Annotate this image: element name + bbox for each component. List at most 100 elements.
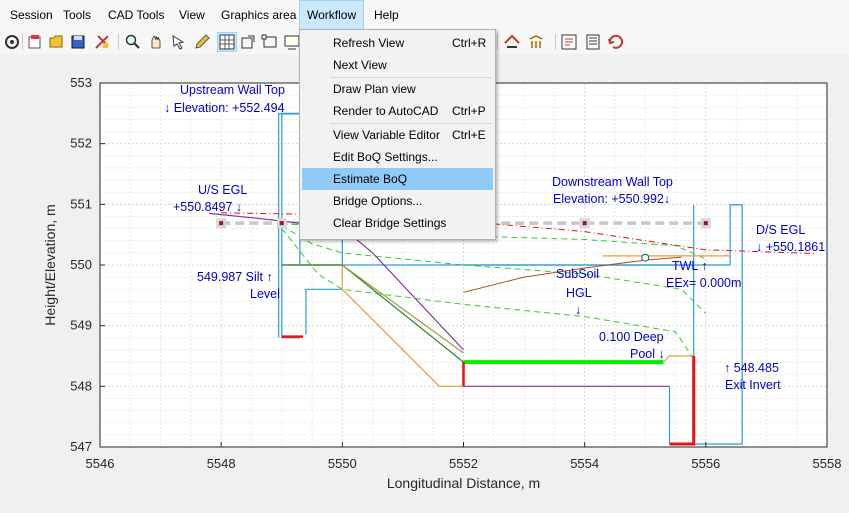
menu-item-label: Next View [333, 58, 387, 72]
x-tick-label: 5558 [813, 456, 842, 471]
settings-icon[interactable] [3, 33, 21, 51]
egl-marker [219, 221, 224, 226]
annotation-exit-invert-2: Exit Invert [725, 378, 781, 392]
menu-item-shortcut: Ctrl+R [452, 36, 487, 50]
menu-item-view-variable-editor[interactable]: View Variable Editor Ctrl+E [302, 124, 493, 146]
annotation-downstream-wall-elev: Elevation: +550.992↓ [553, 192, 670, 206]
x-tick-label: 5550 [328, 456, 357, 471]
annotation-twl-2: EEx= 0.000m [666, 276, 741, 290]
annotation-ds-egl: D/S EGL [756, 223, 805, 237]
annotation-downstream-wall-top: Downstream Wall Top [552, 175, 673, 189]
toolbar-separator [555, 34, 556, 50]
menu-item-label: Clear Bridge Settings [333, 216, 447, 230]
annotation-upstream-wall-elev: ↓ Elevation: +552.494 [164, 101, 285, 115]
annotation-upstream-wall-top: Upstream Wall Top [180, 83, 285, 97]
menu-item-shortcut: Ctrl+E [452, 128, 486, 142]
series-sloped-outline-olive [341, 264, 464, 354]
x-tick-label: 5546 [86, 456, 115, 471]
menu-item-draw-plan-view[interactable]: Draw Plan view [302, 78, 493, 100]
egl-marker [279, 221, 284, 226]
x-tick-label: 5556 [691, 456, 720, 471]
toolbar-separator [22, 34, 23, 50]
new-session-icon[interactable] [26, 33, 44, 51]
annotation-us-egl: U/S EGL [198, 183, 247, 197]
series-egl [221, 212, 815, 254]
workflow-menu: Refresh View Ctrl+R Next View Draw Plan vie… [299, 29, 496, 240]
select-icon[interactable] [170, 33, 188, 51]
menu-item-label: Edit BoQ Settings... [333, 150, 438, 164]
tools-icon[interactable] [93, 33, 111, 51]
open-icon[interactable] [47, 33, 65, 51]
menu-item-label: Bridge Options... [333, 194, 423, 208]
egl-marker [703, 221, 708, 226]
menu-help[interactable]: Help [374, 8, 399, 22]
annotation-deep-pool-1: 0.100 Deep [599, 330, 664, 344]
bridge-icon[interactable] [503, 33, 521, 51]
menu-item-label: Render to AutoCAD [333, 104, 439, 118]
menu-item-refresh-view[interactable]: Refresh View Ctrl+R [302, 32, 493, 54]
annotation-deep-pool-2: Pool ↓ [630, 347, 665, 361]
menu-separator [330, 123, 492, 124]
menu-item-label: Estimate BoQ [333, 172, 408, 186]
egl-marker [582, 221, 587, 226]
series-pool-sill [662, 355, 694, 363]
menu-item-label: View Variable Editor [333, 128, 440, 142]
menu-session[interactable]: Session [10, 8, 53, 22]
annotation-exit-invert-1: ↑ 548.485 [724, 361, 779, 375]
annotation-subsoil-arrow: ↓ [575, 303, 581, 317]
menu-item-estimate-boq[interactable]: Estimate BoQ [302, 168, 493, 190]
rectangle-icon[interactable] [239, 33, 257, 51]
menu-cad-tools[interactable]: CAD Tools [108, 8, 165, 22]
stream-icon[interactable] [527, 33, 545, 51]
menu-item-edit-boq-settings[interactable]: Edit BoQ Settings... [302, 146, 493, 168]
y-tick-label: 550 [70, 257, 92, 272]
menu-item-next-view[interactable]: Next View [302, 54, 493, 76]
menu-item-label: Refresh View [333, 36, 405, 50]
menu-item-label: Draw Plan view [333, 82, 416, 96]
x-tick-label: 5552 [449, 456, 478, 471]
y-tick-label: 552 [70, 136, 92, 151]
menu-item-shortcut: Ctrl+P [452, 104, 486, 118]
grid-icon[interactable] [217, 32, 237, 52]
menu-tools[interactable]: Tools [63, 8, 92, 22]
annotation-twl-1: TWL ↑ [672, 259, 708, 273]
menu-view[interactable]: View [179, 8, 205, 22]
menu-item-clear-bridge-settings[interactable]: Clear Bridge Settings [302, 212, 493, 234]
x-axis-label: Longitudinal Distance, m [387, 475, 540, 491]
series-dashed-green-3 [281, 228, 695, 360]
table-icon[interactable] [607, 33, 625, 51]
toolbar-separator [497, 34, 498, 50]
y-tick-label: 549 [70, 318, 92, 333]
menu-bar: Session Tools CAD Tools View Graphics area Wo… [0, 0, 849, 30]
tailwater-marker [641, 253, 650, 262]
pencil-icon[interactable] [193, 33, 211, 51]
chart[interactable]: 5546 5548 5550 5552 5554 5556 5558 547 548 549 550… [0, 54, 849, 508]
y-tick-label: 548 [70, 378, 92, 393]
estimate-icon[interactable] [560, 33, 578, 51]
plot-area[interactable]: 5546 5548 5550 5552 5554 5556 5558 547 548 549 550… [0, 54, 849, 508]
box-icon[interactable] [261, 33, 279, 51]
menu-separator [330, 77, 492, 78]
menu-workflow[interactable]: Workflow [299, 0, 365, 30]
zoom-icon[interactable] [124, 33, 142, 51]
series-dashed-green-2 [281, 225, 707, 314]
annotation-subsoil-1: SubSoil [556, 267, 599, 281]
y-tick-label: 553 [70, 75, 92, 90]
menu-graphics-area[interactable]: Graphics area [221, 8, 297, 22]
pan-icon[interactable] [147, 33, 165, 51]
x-tick-label: 5548 [207, 456, 236, 471]
annotation-subsoil-2: HGL [566, 286, 592, 300]
y-axis-label: Height/Elevation, m [42, 204, 58, 325]
annotation-silt-level-1: 549.987 Silt ↑ [197, 270, 273, 284]
series-subsoil-hgl [463, 256, 682, 293]
annotation-ds-egl-value: ↓ +550.1861 [756, 240, 825, 254]
menu-item-bridge-options[interactable]: Bridge Options... [302, 190, 493, 212]
menu-item-render-to-autocad[interactable]: Render to AutoCAD Ctrl+P [302, 100, 493, 122]
annotation-us-egl-value: +550.8497 ↓ [173, 200, 242, 214]
series-downstream-wall [463, 204, 695, 444]
y-tick-label: 547 [70, 439, 92, 454]
flag-icon[interactable] [584, 33, 602, 51]
save-icon[interactable] [69, 33, 87, 51]
annotation-silt-level-2: Level [250, 287, 280, 301]
y-tick-label: 551 [70, 196, 92, 211]
